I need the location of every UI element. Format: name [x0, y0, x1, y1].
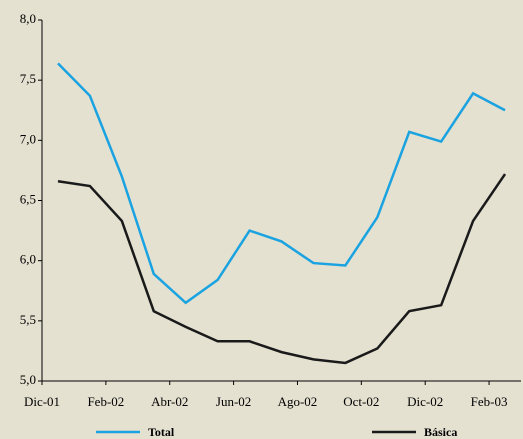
- y-tick-label: 5,5: [20, 312, 36, 327]
- x-tick-label: Oct-02: [343, 394, 379, 409]
- x-tick-label: Feb-02: [87, 394, 124, 409]
- y-tick-label: 6,5: [20, 191, 36, 206]
- legend-label: Básica: [424, 425, 457, 439]
- x-tick-label: Dic-02: [407, 394, 443, 409]
- y-tick-label: 7,0: [20, 131, 36, 146]
- x-tick-label: Jun-02: [216, 394, 251, 409]
- series-line: [57, 62, 506, 305]
- series-line: [57, 173, 507, 365]
- x-tick-label: Feb-03: [471, 394, 508, 409]
- y-tick-label: 8,0: [20, 11, 36, 26]
- x-tick-label: Ago-02: [278, 394, 318, 409]
- legend-label: Total: [148, 425, 175, 439]
- y-tick-label: 7,5: [20, 71, 36, 86]
- x-tick-label: Abr-02: [151, 394, 188, 409]
- x-tick-label: Dic-01: [24, 394, 60, 409]
- y-tick-label: 5,0: [20, 372, 36, 387]
- y-tick-label: 6,0: [20, 252, 36, 267]
